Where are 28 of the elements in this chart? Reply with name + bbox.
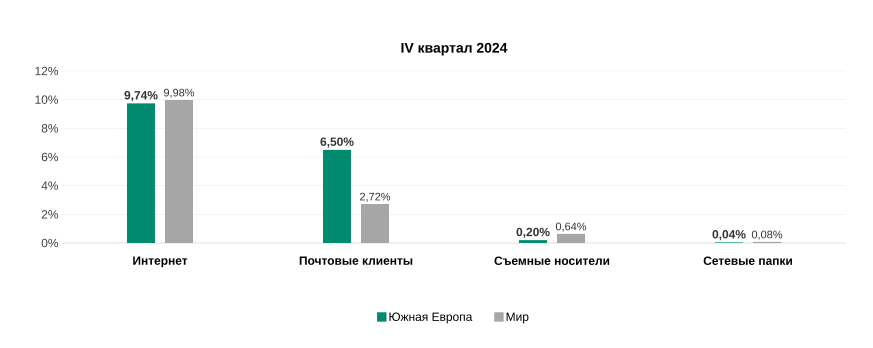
y-tick-label: 10%: [35, 95, 58, 104]
chart-title: IV квартал 2024: [402, 42, 508, 56]
bar: [127, 103, 155, 243]
bar: [519, 240, 548, 243]
y-tick-label: 4%: [41, 181, 58, 190]
y-tick-label: 12%: [35, 66, 58, 76]
data-label: 2,72%: [360, 192, 390, 202]
y-tick-label: 8%: [42, 124, 58, 133]
legend-label: Южная Европа: [389, 312, 472, 324]
bar: [557, 234, 586, 243]
data-label: 9,98%: [164, 88, 194, 98]
data-label: 0,20%: [516, 228, 550, 238]
y-tick-label: 6%: [42, 152, 58, 162]
x-tick-label: Сетевые папки: [704, 256, 792, 265]
bar: [361, 204, 390, 243]
data-label: 0,64%: [556, 222, 586, 232]
data-label: 6,50%: [320, 137, 354, 148]
x-tick-label: Съемные носители: [494, 256, 610, 265]
y-tick-label: 0%: [42, 238, 58, 248]
data-label: 0,04%: [712, 230, 746, 240]
x-tick-label: Почтовые клиенты: [300, 256, 412, 265]
bar: [323, 150, 352, 243]
data-label: 0,08%: [752, 230, 782, 240]
data-label: 9,74%: [124, 91, 158, 102]
x-tick-label: Интернет: [133, 256, 188, 268]
legend-label: Мир: [506, 312, 528, 324]
bar: [165, 100, 193, 243]
y-tick-label: 2%: [42, 210, 58, 219]
